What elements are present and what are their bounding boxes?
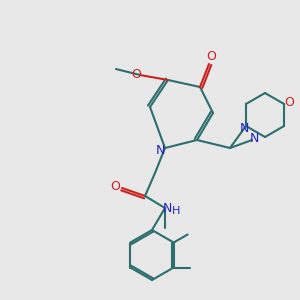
Text: O: O: [284, 95, 294, 109]
Text: O: O: [131, 68, 141, 80]
Text: N: N: [239, 122, 249, 134]
Text: O: O: [206, 50, 216, 62]
Text: H: H: [172, 206, 180, 216]
Text: N: N: [162, 202, 172, 215]
Text: O: O: [110, 181, 120, 194]
Text: N: N: [155, 143, 165, 157]
Text: N: N: [249, 133, 259, 146]
